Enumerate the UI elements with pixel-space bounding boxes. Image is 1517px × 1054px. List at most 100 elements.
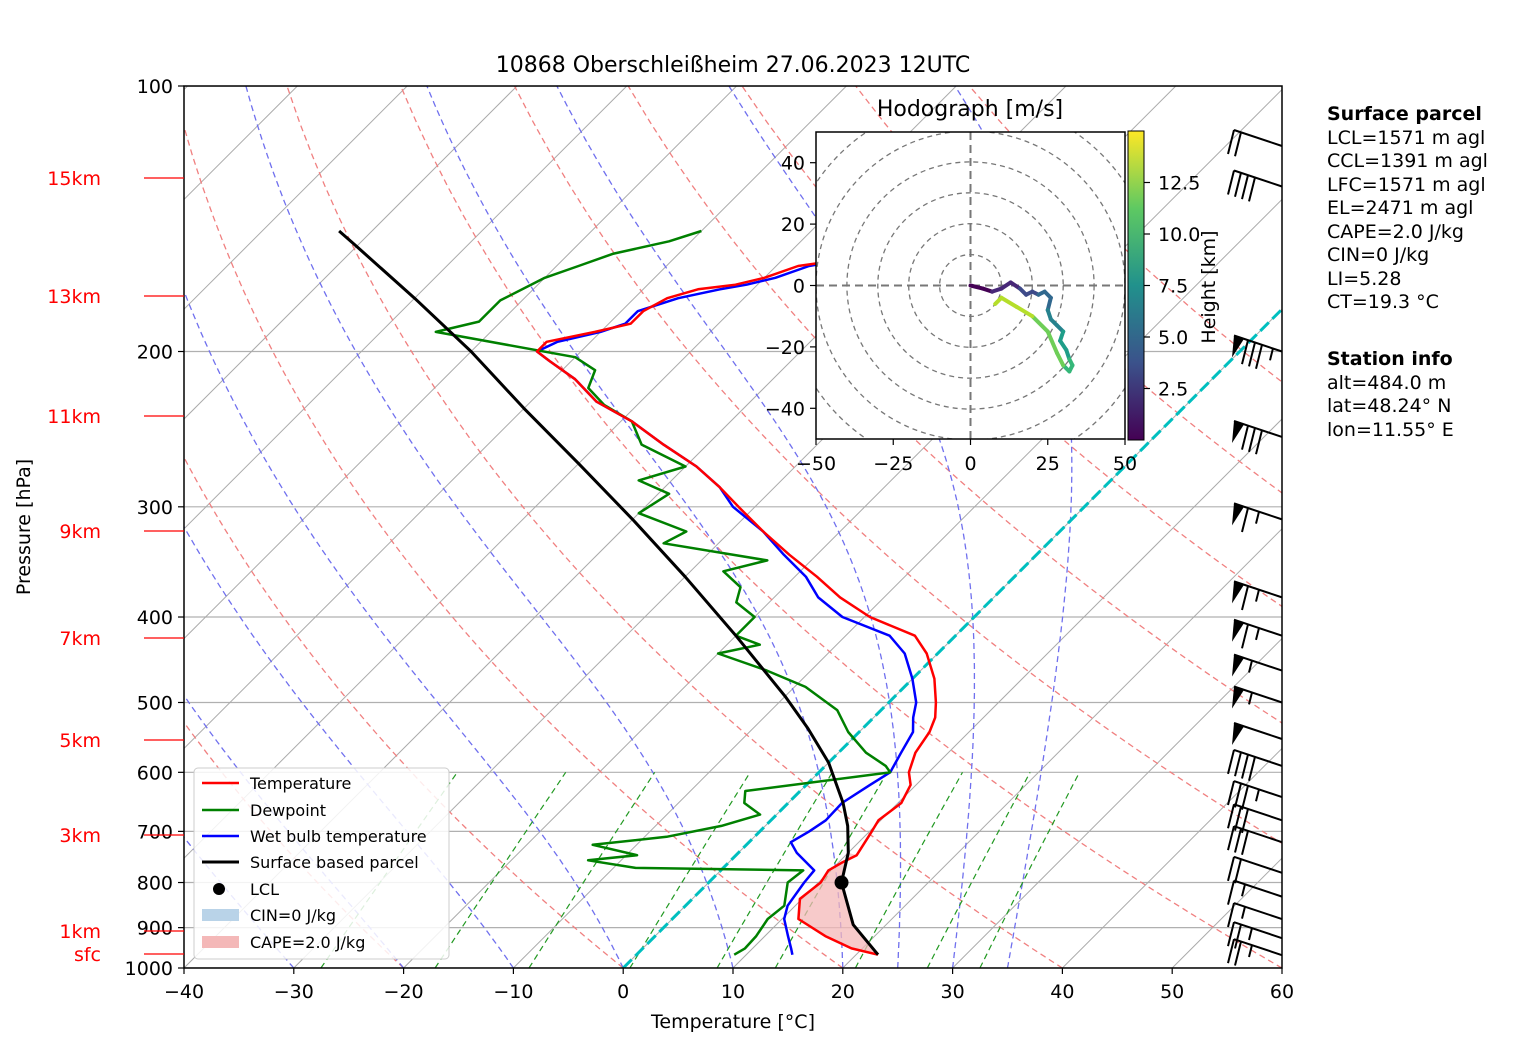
station-info-panel: Station info alt=484.0 m lat=48.24° N lo… <box>1327 348 1454 442</box>
wind-barb-full <box>1227 804 1235 829</box>
hodograph-x-tick-label: 0 <box>964 453 976 475</box>
wind-barbs <box>1227 129 1283 966</box>
wind-barb-half <box>1241 883 1246 897</box>
x-tick-label: 0 <box>617 981 629 1003</box>
hodograph-y-tick-label: −40 <box>765 398 805 420</box>
wind-barb-staff <box>1233 722 1283 740</box>
parcel-ct: CT=19.3 °C <box>1327 291 1439 313</box>
wind-barb-full <box>1234 858 1242 884</box>
wind-barb-staff <box>1233 580 1283 599</box>
wind-barb-half <box>1241 906 1246 919</box>
wind-barb-full <box>1234 172 1242 198</box>
isotherm-line <box>184 86 628 530</box>
hodograph-x-tick-label: 50 <box>1113 453 1137 475</box>
height-label: 9km <box>59 521 101 543</box>
wind-barb-staff <box>1233 685 1283 704</box>
wind-barb-half <box>1255 627 1260 641</box>
station-info-heading: Station info <box>1327 348 1453 370</box>
wind-barb-flag <box>1232 654 1244 677</box>
wind-barb-full <box>1227 825 1235 851</box>
wind-barb-full <box>1227 749 1235 775</box>
isotherm-line <box>184 86 408 310</box>
x-tick-label: −40 <box>164 981 204 1003</box>
wind-barb-staff <box>1233 902 1283 920</box>
legend: Temperature Dewpoint Wet bulb temperatur… <box>193 767 450 960</box>
dry-adiabat-line <box>513 86 1282 845</box>
chart-title: 10868 Oberschleißheim 27.06.2023 12UTC <box>496 53 971 78</box>
x-axis-label: Temperature [°C] <box>650 1011 815 1033</box>
mixing-ratio-line <box>926 772 1031 968</box>
hodograph-segment <box>1014 304 1035 319</box>
surface-parcel-panel: Surface parcel LCL=1571 m agl CCL=1391 m… <box>1327 103 1488 315</box>
hodograph-trace <box>968 280 1075 374</box>
wind-barb-full <box>1234 806 1242 831</box>
legend-swatch-lcl <box>213 883 225 895</box>
hodograph-y-tick-label: 40 <box>781 153 805 175</box>
mixing-ratio-line <box>979 772 1081 968</box>
wind-barb-full <box>1241 425 1249 450</box>
y-tick-label: 200 <box>137 342 173 364</box>
cape-fill <box>798 852 878 955</box>
y-tick-label: 400 <box>137 607 173 629</box>
y-tick-label: 300 <box>137 497 173 519</box>
wind-barb-full <box>1241 754 1249 779</box>
height-label: 7km <box>59 628 101 650</box>
axis-ticks: −40 −30 −20 −10 0 10 20 30 40 50 60100200300400500… <box>125 76 1294 1003</box>
lcl-marker <box>834 875 849 890</box>
hodograph-segment <box>1030 314 1050 334</box>
y-axis-label: Pressure [hPa] <box>13 459 35 595</box>
hodograph-x-tick-label: 25 <box>1036 453 1060 475</box>
surface-parcel-heading: Surface parcel <box>1327 103 1482 125</box>
moist-adiabat-line <box>184 289 624 968</box>
hodograph-y-tick-label: −20 <box>765 337 805 359</box>
hodograph-y-tick-label: 20 <box>781 214 805 236</box>
wind-barb-staff <box>1233 855 1283 874</box>
wind-barb-full <box>1234 751 1242 777</box>
wind-barb-staff <box>1233 879 1283 898</box>
hodograph-segment <box>968 283 985 291</box>
colorbar-label: Height [km] <box>1198 230 1220 343</box>
wind-barb-half <box>1248 927 1253 941</box>
colorbar-tick-label: 5.0 <box>1158 327 1188 349</box>
hodograph-x-tick-label: −25 <box>873 453 913 475</box>
legend-label-temperature: Temperature <box>249 774 351 793</box>
wind-barb-flag <box>1232 503 1244 526</box>
parcel-line <box>338 229 880 956</box>
wind-barb-flag <box>1232 722 1244 745</box>
x-tick-label: 30 <box>941 981 965 1003</box>
dry-adiabat-line <box>184 456 624 968</box>
wind-barb-full <box>1234 132 1242 157</box>
wind-barb-full <box>1255 429 1263 455</box>
wind-barb-full <box>1227 880 1235 905</box>
x-tick-label: −20 <box>384 981 424 1003</box>
mixing-ratio-line <box>528 771 656 968</box>
isotherm-line <box>842 528 1282 968</box>
hodograph-segment <box>1055 351 1066 368</box>
isotherm-line <box>184 86 847 750</box>
x-tick-label: 20 <box>831 981 855 1003</box>
wind-barb-staff <box>1233 169 1283 188</box>
wind-barb-full <box>1227 170 1235 195</box>
wind-barb-half <box>1269 348 1274 361</box>
hodograph-y-tick-label: 0 <box>793 276 805 298</box>
wind-barb-staff <box>1233 938 1283 957</box>
y-tick-label: 800 <box>137 873 173 895</box>
wind-barb-full <box>1241 507 1249 533</box>
temperature-line <box>535 229 944 956</box>
legend-label-dewpoint: Dewpoint <box>250 801 326 820</box>
wind-barb-full <box>1248 756 1256 782</box>
isotherm-line <box>952 637 1282 968</box>
wind-barb-full <box>1234 783 1242 808</box>
station-alt: alt=484.0 m <box>1327 371 1447 394</box>
mixing-ratio-line <box>629 771 751 968</box>
wind-barb-full <box>1234 828 1242 853</box>
wind-barb-flag <box>1232 619 1244 642</box>
wind-barb-staff <box>1233 502 1283 521</box>
colorbar-tick-label: 2.5 <box>1158 379 1188 401</box>
profile-lines <box>338 229 944 956</box>
mixing-ratio-line <box>854 772 964 968</box>
height-label: sfc <box>74 944 101 966</box>
x-tick-label: 40 <box>1050 981 1074 1003</box>
height-label: 13km <box>47 286 101 308</box>
